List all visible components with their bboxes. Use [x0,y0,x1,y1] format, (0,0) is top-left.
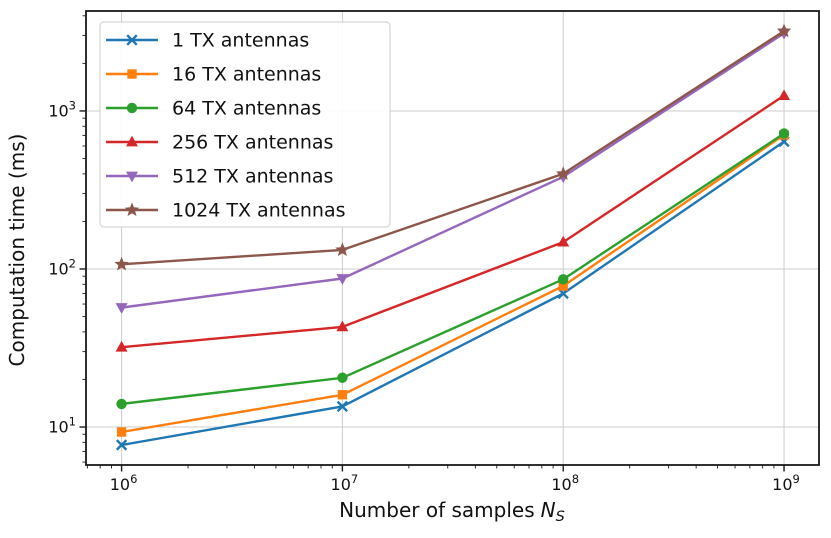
marker-x [336,400,349,413]
marker-square [558,281,568,291]
marker-triangle-up [115,340,128,352]
marker-triangle-up [126,135,138,147]
marker-star [114,256,129,271]
series-line [121,133,785,434]
marker-triangle-down [126,171,138,183]
x-tick-label-1e7: 107 [331,472,359,494]
marker-x [115,439,128,451]
y-tick-label-1e3: 103 [48,98,76,120]
marker-square [127,69,137,79]
marker-star [124,202,140,217]
marker-triangle-up [557,235,570,247]
series-1024-tx-antennas [114,23,792,271]
legend-box [99,21,391,228]
series-line [121,94,785,349]
legend-item-256-tx-antennas: 256 TX antennas [106,132,333,154]
legend-label: 16 TX antennas [172,64,321,86]
marker-triangle-up [778,89,791,101]
legend-label: 1 TX antennas [172,30,309,52]
legend-label: 1024 TX antennas [172,200,346,222]
marker-circle [778,128,790,139]
x-tick-label-1e6: 106 [110,472,138,494]
legend-item-16-tx-antennas: 16 TX antennas [106,64,321,86]
x-tick-label-1e9: 109 [772,472,800,494]
series-line [121,30,785,266]
marker-x [126,34,138,46]
x-tick-label-1e8: 108 [551,472,579,494]
marker-triangle-up [336,320,349,332]
legend-label: 256 TX antennas [172,132,333,154]
y-tick-label-1e2: 102 [48,256,76,278]
marker-square [337,390,348,400]
chart-plot-area: 106 107 108 109 101 102 103 1 TX antennas 16 TX … [48,10,820,494]
legend: 1 TX antennas 16 TX antennas 64 TX antenna… [99,21,391,228]
legend-item-1024-tx-antennas: 1024 TX antennas [106,200,346,222]
marker-star [556,166,571,180]
legend-item-512-tx-antennas: 512 TX antennas [106,166,333,188]
marker-circle [558,274,569,285]
marker-star [776,23,792,38]
series-64-tx-antennas [116,128,790,410]
series-line [121,132,785,406]
x-axis-label: Number of samples NS [339,498,565,525]
y-axis-label: Computation time (ms) [5,134,29,367]
plot-border [85,10,820,466]
tick-labels: 106 107 108 109 101 102 103 [48,98,800,494]
legend-label: 64 TX antennas [172,98,321,120]
y-tick-label-1e1: 101 [48,415,76,437]
legend-label: 512 TX antennas [172,166,333,188]
marker-circle [126,102,138,114]
marker-square [116,427,127,437]
series-line [121,32,785,309]
legend-item-1-tx-antennas: 1 TX antennas [106,30,309,52]
marker-triangle-down [336,274,349,285]
legend-item-64-tx-antennas: 64 TX antennas [106,98,321,120]
marker-circle [116,398,127,410]
series-line [121,140,785,447]
marker-circle [337,372,348,383]
marker-triangle-down [115,303,128,314]
marker-star [335,242,350,257]
series-256-tx-antennas [115,89,791,352]
